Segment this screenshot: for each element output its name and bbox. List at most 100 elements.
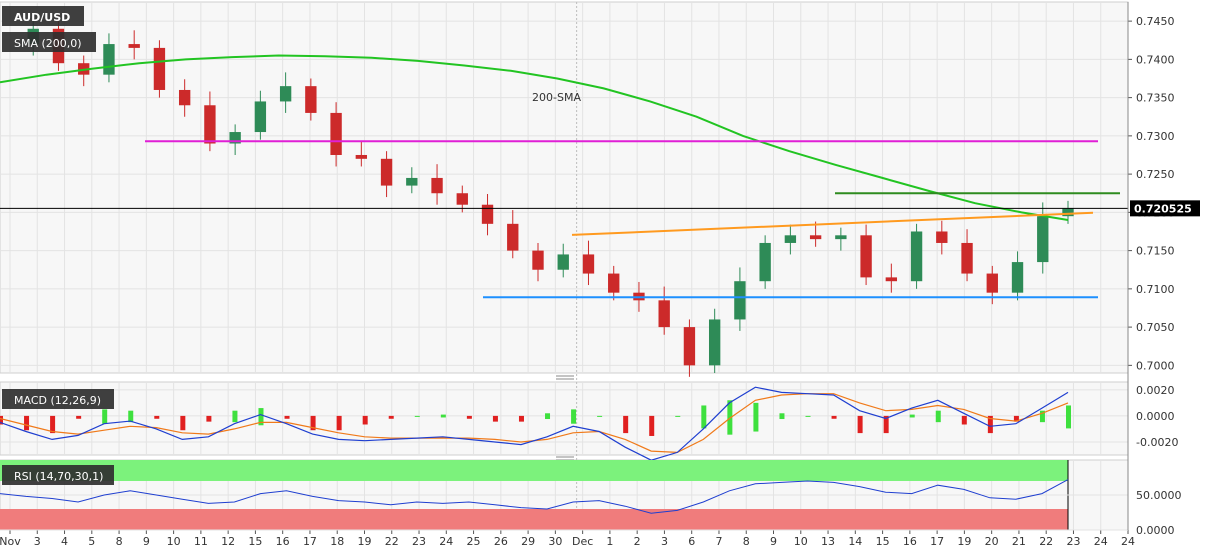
macd-histogram-bar bbox=[571, 409, 577, 424]
candle-body bbox=[708, 319, 721, 366]
price-tick-label: 0.7050 bbox=[1136, 321, 1175, 334]
time-tick-label: 13 bbox=[821, 535, 835, 548]
macd-histogram-bar bbox=[883, 415, 889, 434]
macd-histogram-bar bbox=[310, 415, 316, 431]
candle-body bbox=[507, 223, 519, 251]
candle-body bbox=[835, 235, 847, 240]
macd-histogram-bar bbox=[831, 415, 837, 419]
time-tick-label: 6 bbox=[688, 535, 695, 548]
time-tick-label: 18 bbox=[330, 535, 344, 548]
candle-body bbox=[658, 300, 670, 328]
rsi-tick-label: 0.0000 bbox=[1136, 524, 1175, 537]
candle-body bbox=[481, 204, 494, 224]
time-tick-label: 15 bbox=[876, 535, 890, 548]
sma200-line bbox=[0, 54, 1069, 221]
price-tick-label: 0.7100 bbox=[1136, 283, 1175, 296]
time-tick-label: 9 bbox=[770, 535, 777, 548]
macd-histogram-bar bbox=[623, 415, 629, 434]
sma200-annotation: 200-SMA bbox=[532, 91, 581, 104]
time-tick-label: 24 bbox=[439, 535, 453, 548]
rsi-line bbox=[0, 479, 1069, 514]
time-tick-label: 8 bbox=[116, 535, 123, 548]
time-tick-label: 3 bbox=[661, 535, 668, 548]
rsi-label: RSI (14,70,30,1) bbox=[14, 470, 103, 483]
time-tick-label: 11 bbox=[194, 535, 208, 548]
candle-body bbox=[431, 177, 443, 194]
candle-body bbox=[1062, 208, 1074, 217]
macd-histogram-bar bbox=[414, 415, 420, 417]
macd-histogram-bar bbox=[1066, 405, 1071, 429]
macd-histogram-bar bbox=[1039, 410, 1045, 423]
time-tick-label: 17 bbox=[930, 535, 944, 548]
candle-body bbox=[1037, 216, 1049, 263]
time-tick-label: 7 bbox=[715, 535, 722, 548]
macd-panel bbox=[0, 381, 1129, 456]
rsi-oversold-zone bbox=[0, 509, 1068, 530]
time-tick-label: 19 bbox=[957, 535, 971, 548]
symbol-label: AUD/USD bbox=[14, 11, 70, 24]
candle-body bbox=[279, 86, 292, 102]
sma-badge bbox=[2, 32, 96, 52]
macd-tick-label: 0.0020 bbox=[1136, 384, 1175, 397]
candle-body bbox=[936, 231, 948, 243]
macd-histogram-bar bbox=[857, 415, 863, 434]
macd-histogram-bar bbox=[597, 415, 603, 417]
macd-histogram-bar bbox=[388, 415, 394, 419]
symbol-badge bbox=[2, 6, 84, 26]
time-tick-label: 20 bbox=[985, 535, 999, 548]
time-tick-label: 2 bbox=[634, 535, 641, 548]
time-tick-label: 26 bbox=[494, 535, 508, 548]
candle-body bbox=[683, 327, 696, 366]
macd-histogram-bar bbox=[362, 415, 368, 425]
candle-body bbox=[204, 105, 216, 144]
rsi-tick-label: 50.0000 bbox=[1136, 489, 1182, 502]
price-tick-label: 0.7000 bbox=[1136, 359, 1175, 372]
price-tick-label: 0.7400 bbox=[1136, 53, 1175, 66]
time-tick-label: 9 bbox=[143, 535, 150, 548]
candle-body bbox=[305, 86, 317, 113]
macd-histogram-bar bbox=[701, 405, 707, 429]
macd-histogram-bar bbox=[128, 410, 134, 423]
time-tick-label: Nov bbox=[0, 535, 21, 548]
price-tick-label: 0.7450 bbox=[1136, 15, 1175, 28]
time-tick-label: 17 bbox=[303, 535, 317, 548]
time-tick-label: 22 bbox=[385, 535, 399, 548]
candle-body bbox=[128, 44, 140, 48]
macd-tick-label: -0.0020 bbox=[1136, 436, 1178, 449]
time-tick-label: 10 bbox=[794, 535, 808, 548]
macd-histogram-bar bbox=[675, 415, 681, 417]
time-tick-label: 23 bbox=[412, 535, 426, 548]
candle-body bbox=[885, 277, 898, 282]
time-tick-label: 21 bbox=[1012, 535, 1026, 548]
price-tick-label: 0.7250 bbox=[1136, 168, 1175, 181]
candle-body bbox=[254, 101, 267, 133]
macd-histogram-bar bbox=[232, 410, 238, 423]
time-tick-label: 24 bbox=[1094, 535, 1108, 548]
time-tick-label: 1 bbox=[606, 535, 613, 548]
macd-histogram-bar bbox=[50, 415, 56, 434]
candle-body bbox=[961, 242, 973, 274]
time-tick-label: 8 bbox=[743, 535, 750, 548]
time-tick-label: 16 bbox=[276, 535, 290, 548]
time-tick-label: 14 bbox=[848, 535, 862, 548]
macd-line bbox=[0, 386, 1069, 461]
price-tick-label: 0.7300 bbox=[1136, 130, 1175, 143]
macd-histogram-bar bbox=[935, 410, 941, 423]
macd-histogram-bar bbox=[0, 415, 3, 425]
macd-histogram-bar bbox=[24, 415, 30, 431]
candle-body bbox=[809, 235, 822, 240]
candle-body bbox=[406, 177, 418, 186]
rsi-badge bbox=[2, 465, 114, 485]
macd-histogram-bar bbox=[154, 415, 160, 419]
candle-body bbox=[380, 158, 393, 186]
macd-histogram-bar bbox=[753, 402, 759, 432]
rsi-overbought-zone bbox=[0, 460, 1068, 481]
time-tick-label: 16 bbox=[903, 535, 917, 548]
candle-body bbox=[910, 231, 923, 282]
current-price-badge bbox=[1130, 200, 1200, 217]
time-tick-label: 4 bbox=[61, 535, 68, 548]
candle-body bbox=[759, 242, 771, 282]
macd-histogram-bar bbox=[258, 408, 264, 426]
macd-histogram-bar bbox=[961, 415, 967, 425]
